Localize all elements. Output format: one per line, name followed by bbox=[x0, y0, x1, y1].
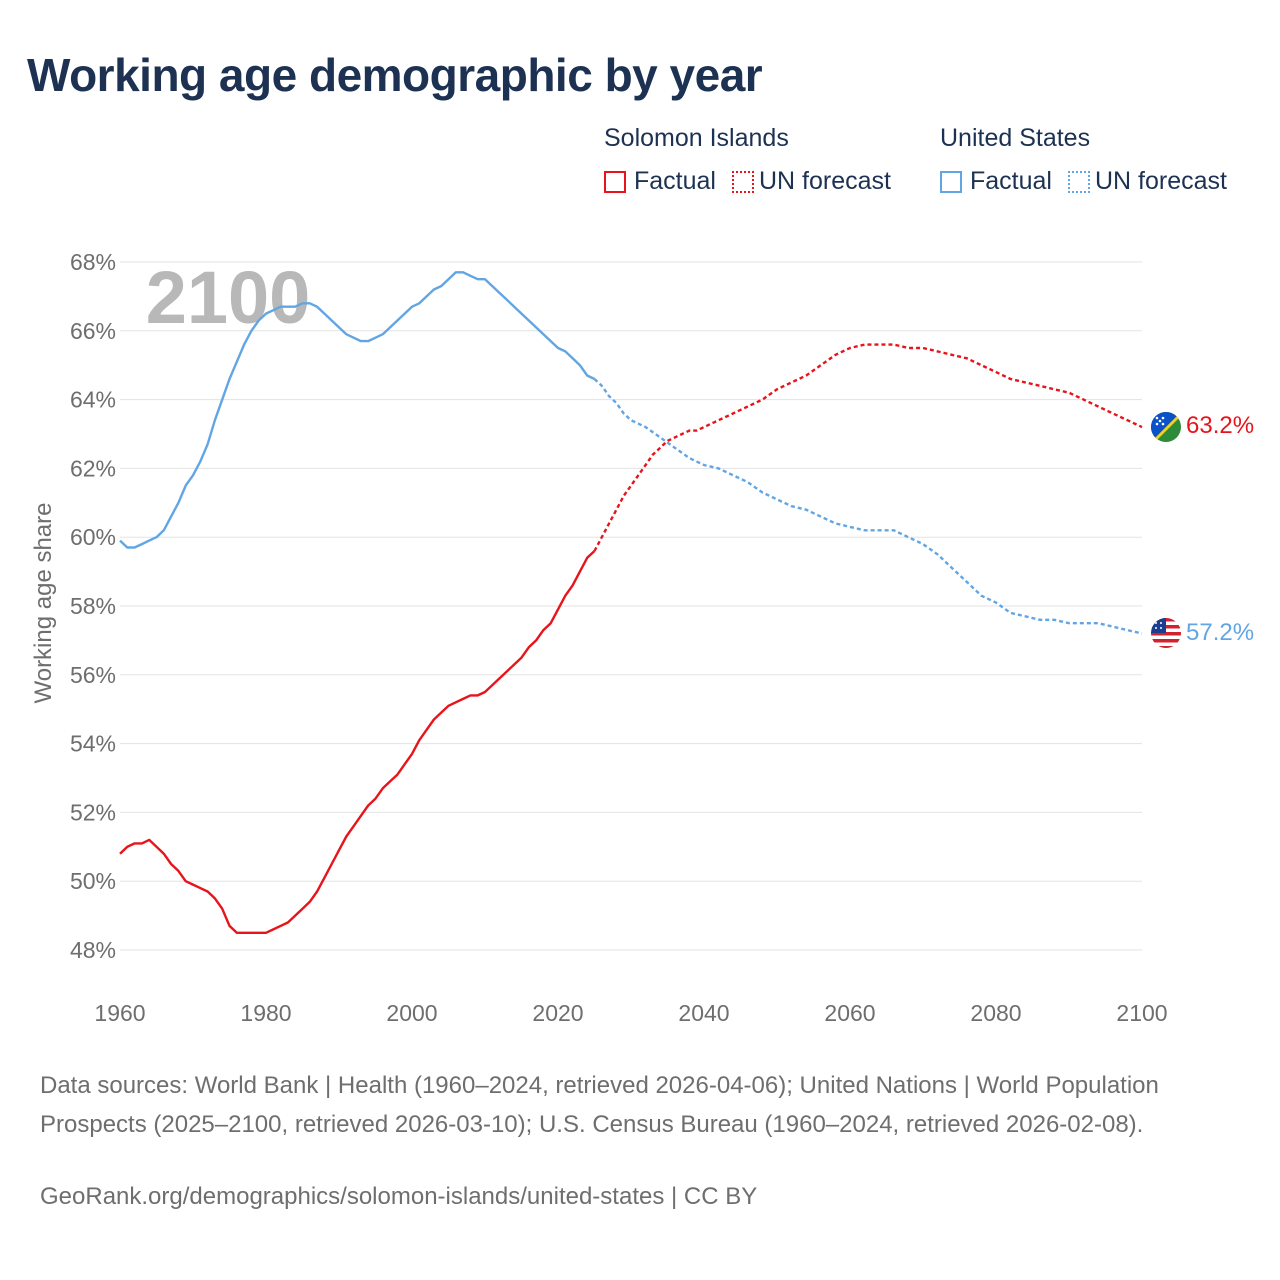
x-tick-label: 2080 bbox=[970, 1000, 1021, 1026]
line-chart: 48%50%52%54%56%58%60%62%64%66%68% 1960 19… bbox=[30, 249, 1254, 1026]
legend-group-solomon-islands: Solomon Islands Factual UN forecast bbox=[604, 124, 907, 196]
legend-country-label: United States bbox=[940, 124, 1091, 152]
y-axis-ticks: 48% 50% 52% 54% 56% 58% 60% 62% 64% 66% 68% bbox=[70, 249, 116, 963]
y-tick-label: 66% bbox=[70, 318, 116, 344]
united-states-factual-line bbox=[119, 271, 596, 549]
dotted-swatch-icon bbox=[731, 170, 754, 193]
united-states-forecast-line bbox=[593, 378, 1143, 635]
y-tick-label: 68% bbox=[70, 249, 116, 275]
solomon-islands-forecast-line bbox=[593, 343, 1143, 552]
legend-label: Factual bbox=[970, 167, 1052, 195]
y-tick-label: 50% bbox=[70, 868, 116, 894]
credit-link[interactable]: GeoRank.org/demographics/solomon-islands… bbox=[40, 1183, 758, 1210]
legend-item-us-forecast[interactable]: UN forecast bbox=[1067, 167, 1227, 196]
x-axis-ticks: 1960 1980 2000 2020 2040 2060 2080 2100 bbox=[94, 1000, 1167, 1026]
x-tick-label: 2060 bbox=[824, 1000, 875, 1026]
legend-label: UN forecast bbox=[1094, 167, 1227, 195]
gridlines bbox=[120, 261, 1142, 951]
y-tick-label: 52% bbox=[70, 799, 116, 825]
y-tick-label: 56% bbox=[70, 662, 116, 688]
y-tick-label: 54% bbox=[70, 731, 116, 757]
solomon-islands-end-label: 63.2% bbox=[1186, 412, 1254, 439]
solomon-islands-flag-icon bbox=[1151, 412, 1181, 442]
x-tick-label: 2040 bbox=[678, 1000, 729, 1026]
legend-item-solomon-forecast[interactable]: UN forecast bbox=[731, 167, 891, 196]
legend-label: Factual bbox=[634, 167, 716, 195]
y-tick-label: 58% bbox=[70, 593, 116, 619]
x-tick-label: 2020 bbox=[532, 1000, 583, 1026]
legend-item-solomon-factual[interactable]: Factual bbox=[604, 167, 716, 196]
solomon-islands-factual-line bbox=[119, 550, 596, 934]
legend-group-united-states: United States Factual UN forecast bbox=[940, 124, 1243, 196]
legend-item-us-factual[interactable]: Factual bbox=[940, 167, 1052, 196]
y-tick-label: 62% bbox=[70, 455, 116, 481]
united-states-end-label: 57.2% bbox=[1186, 619, 1254, 646]
x-tick-label: 1960 bbox=[94, 1000, 145, 1026]
y-tick-label: 64% bbox=[70, 387, 116, 413]
data-sources: Data sources: World Bank | Health (1960–… bbox=[40, 1072, 1159, 1138]
y-tick-label: 48% bbox=[70, 937, 116, 963]
chart-title: Working age demographic by year bbox=[27, 49, 763, 101]
y-axis-label: Working age share bbox=[30, 503, 57, 704]
solid-swatch-icon bbox=[940, 170, 962, 193]
x-tick-label: 1980 bbox=[240, 1000, 291, 1026]
x-tick-label: 2100 bbox=[1116, 1000, 1167, 1026]
dotted-swatch-icon bbox=[1067, 170, 1090, 193]
y-tick-label: 60% bbox=[70, 524, 116, 550]
legend-label: UN forecast bbox=[758, 167, 891, 195]
x-tick-label: 2000 bbox=[386, 1000, 437, 1026]
year-watermark: 2100 bbox=[146, 256, 311, 339]
series-lines bbox=[119, 271, 1143, 934]
solid-swatch-icon bbox=[604, 170, 626, 193]
united-states-flag-icon bbox=[1151, 618, 1181, 648]
legend-country-label: Solomon Islands bbox=[604, 124, 789, 152]
